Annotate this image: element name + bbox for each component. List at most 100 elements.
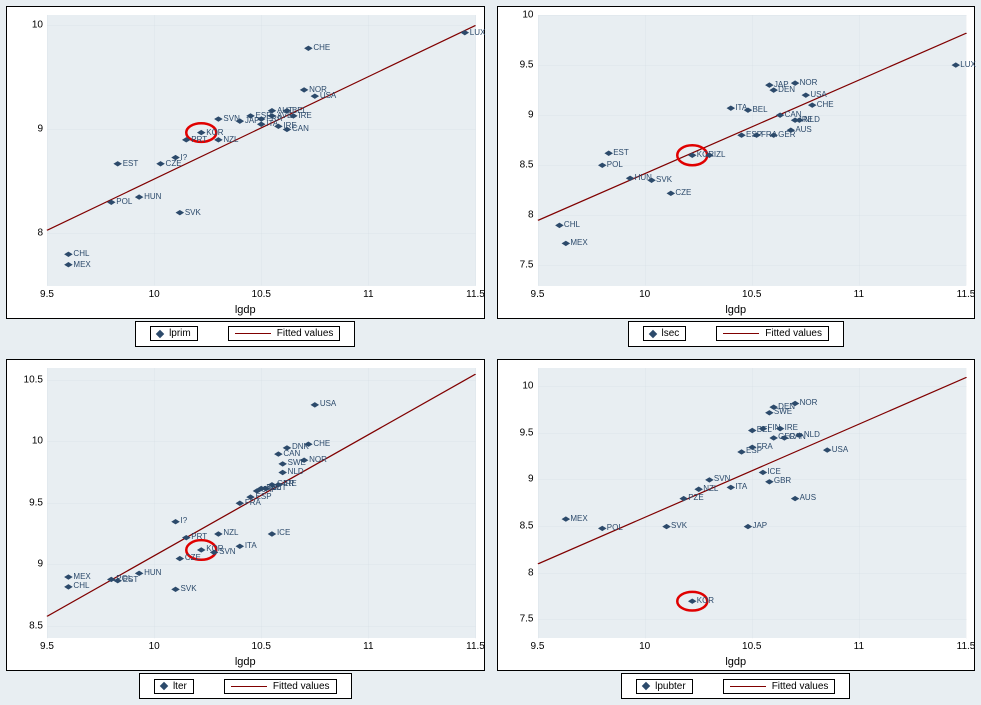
legend: lter Fitted values (139, 673, 352, 699)
point-label: POL (607, 523, 623, 532)
legend-fitted: Fitted values (716, 326, 829, 341)
legend-series: lprim (150, 326, 198, 341)
point-label: CHL (564, 220, 580, 229)
point-label: CZE (166, 159, 182, 168)
point-label: NLD (288, 467, 304, 476)
y-tick-label: 9.5 (13, 497, 47, 508)
y-tick-label: 10 (13, 20, 47, 31)
point-label: I? (181, 153, 188, 162)
point-label: NLD (804, 115, 820, 124)
x-tick-label: 11 (854, 286, 864, 300)
y-tick-label: 9 (504, 110, 538, 121)
point-label: EST (613, 148, 629, 157)
y-tick-label: 8 (504, 210, 538, 221)
legend: lpubter Fitted values (621, 673, 850, 699)
legend-fitted: Fitted values (723, 679, 836, 694)
legend-fitted: Fitted values (228, 326, 341, 341)
point-label: SVK (185, 208, 201, 217)
y-tick-label: 7.5 (504, 260, 538, 271)
point-label: USA (810, 90, 826, 99)
point-label: USA (320, 91, 336, 100)
point-label: HUN (144, 192, 161, 201)
y-tick-label: 7.5 (504, 614, 538, 625)
point-label: EST (123, 575, 139, 584)
point-label: LUX (470, 28, 486, 37)
x-tick-label: 10.5 (252, 638, 271, 652)
point-label: CHE (313, 439, 330, 448)
point-label: SVK (656, 175, 672, 184)
legend-series: lsec (643, 326, 687, 341)
point-label: PZE (688, 493, 704, 502)
x-tick-label: 10.5 (742, 638, 761, 652)
y-tick-label: 8.5 (504, 160, 538, 171)
point-label: KOR (697, 596, 714, 605)
point-label: HUN (144, 568, 161, 577)
x-tick-label: 11.5 (466, 638, 485, 652)
point-label: I? (181, 516, 188, 525)
point-label: CHE (817, 100, 834, 109)
point-label: ITA (735, 103, 747, 112)
point-label: CHE (313, 43, 330, 52)
point-label: NZL (703, 484, 718, 493)
legend-series-label: lpubter (655, 681, 686, 692)
point-label: ITA (245, 541, 257, 550)
point-label: CHL (73, 249, 89, 258)
point-label: CAN (292, 124, 309, 133)
point-label: ICE (767, 467, 780, 476)
point-label: ESP (746, 130, 762, 139)
point-label: PRT (191, 532, 207, 541)
panel-2: MEXCHLPOLHUNESTSVKCZEI?PRTKORSVNNZLITAIC… (0, 353, 491, 705)
y-tick-label: 8 (13, 228, 47, 239)
point-label: USA (832, 445, 848, 454)
legend-series: lpubter (636, 679, 693, 694)
point-label: SVN (223, 114, 239, 123)
point-label: JAP (752, 521, 767, 530)
legend-fitted-label: Fitted values (772, 681, 829, 692)
point-label: HUN (635, 173, 652, 182)
y-tick-label: 9 (13, 124, 47, 135)
point-label: GBR (774, 476, 791, 485)
panel-0: CHLMEXPOLHUNESTCZESVKI?PRTKORNZLSVNJAPES… (0, 0, 491, 353)
point-label: USA (320, 399, 336, 408)
legend-series-label: lprim (169, 328, 191, 339)
legend-fitted-label: Fitted values (273, 681, 330, 692)
y-tick-label: 9.5 (504, 60, 538, 71)
y-tick-label: 9.5 (504, 427, 538, 438)
legend-fitted-label: Fitted values (277, 328, 334, 339)
point-label: CZE (675, 188, 691, 197)
point-label: SVK (671, 521, 687, 530)
y-tick-label: 8 (504, 567, 538, 578)
point-label: AUS (800, 493, 816, 502)
point-label: IRE (298, 111, 311, 120)
x-tick-label: 11 (363, 286, 373, 300)
legend-series: lter (154, 679, 194, 694)
point-label: FIN (767, 423, 780, 432)
x-tick-label: 11.5 (466, 286, 485, 300)
point-label: AUS (795, 125, 811, 134)
point-label: MEX (570, 238, 587, 247)
x-tick-label: 10 (149, 638, 160, 652)
x-tick-label: 11 (854, 638, 864, 652)
point-label: EST (123, 159, 139, 168)
point-label: FRA (757, 442, 773, 451)
point-label: NOR (800, 398, 818, 407)
legend-fitted-label: Fitted values (765, 328, 822, 339)
y-tick-label: 9 (504, 474, 538, 485)
x-axis-label: lgdp (725, 656, 746, 668)
point-label: MEX (73, 572, 90, 581)
point-label: POL (116, 197, 132, 206)
x-tick-label: 11 (363, 638, 373, 652)
point-label: FRA (761, 130, 777, 139)
x-tick-label: 10.5 (252, 286, 271, 300)
x-tick-label: 10 (639, 286, 650, 300)
point-label: IRE (785, 423, 798, 432)
point-label: IRE (283, 479, 296, 488)
legend-series-label: lter (173, 681, 187, 692)
point-label: KOR (697, 150, 714, 159)
panel-1: CHLMEXPOLHUNESTSVKCZEKORIZLITAESPFRABELG… (491, 0, 981, 353)
point-label: IZL (714, 150, 726, 159)
point-label: DNK (292, 442, 309, 451)
point-label: DEN (778, 85, 795, 94)
y-tick-label: 10.5 (13, 374, 47, 385)
x-tick-label: 10 (639, 638, 650, 652)
